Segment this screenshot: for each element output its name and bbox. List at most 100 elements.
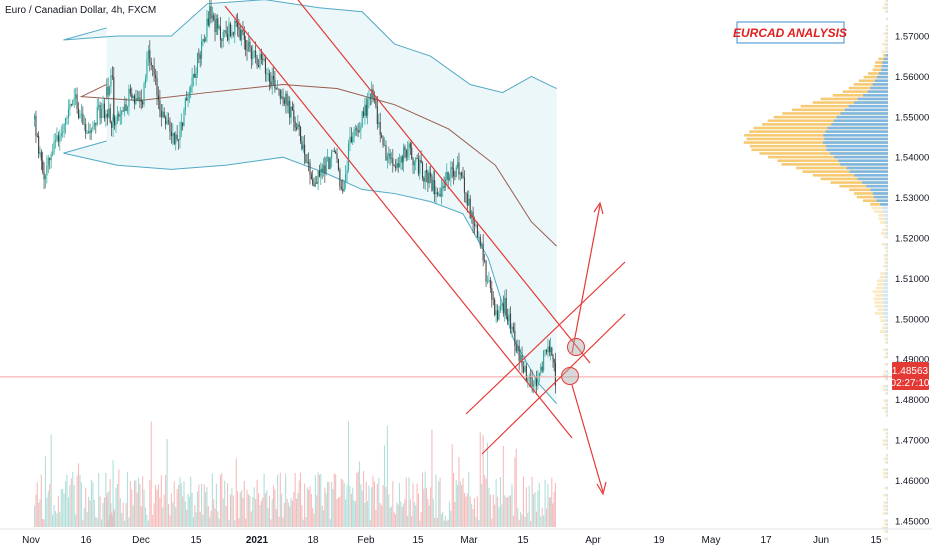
candle-body — [327, 157, 329, 159]
candle-body — [210, 6, 212, 19]
volume-bar — [553, 491, 555, 527]
candle-body — [340, 186, 342, 190]
candle-body — [342, 189, 344, 192]
volume-bar — [155, 484, 157, 527]
volume-bar — [403, 503, 405, 527]
volume-bar — [170, 493, 172, 527]
volume-bar — [162, 507, 164, 527]
profile-bar — [883, 384, 888, 388]
candle-body — [463, 177, 465, 193]
volume-bar — [369, 520, 371, 527]
candle-body — [157, 95, 159, 100]
candle-body — [257, 65, 260, 68]
profile-bar — [882, 326, 888, 330]
volume-bar — [115, 487, 117, 527]
candle-body — [266, 73, 268, 75]
volume-bar — [340, 478, 342, 527]
volume-bar — [190, 476, 192, 527]
volume-bar — [476, 496, 478, 527]
profile-bar — [883, 323, 888, 326]
candle-body — [415, 158, 417, 162]
candle-body — [329, 158, 331, 170]
volume-bar — [507, 497, 509, 527]
profile-bar — [812, 101, 888, 104]
candle-body — [237, 22, 239, 27]
candle-body — [113, 117, 116, 126]
candle-body — [436, 192, 438, 195]
volume-bar — [424, 471, 426, 527]
profile-bar — [886, 224, 888, 228]
volume-bar — [40, 474, 42, 527]
candle-body — [252, 51, 254, 59]
volume-bar — [383, 445, 386, 527]
profile-bar — [848, 86, 888, 90]
candle-body — [347, 143, 350, 170]
candle-body — [300, 126, 302, 142]
highlight-circle — [567, 338, 585, 356]
profile-bar — [886, 523, 888, 526]
volume-bar — [551, 477, 553, 527]
volume-bar — [228, 519, 230, 527]
volume-bar — [491, 518, 493, 527]
candle-body — [142, 101, 144, 105]
candle-body — [43, 171, 45, 180]
profile-bar — [885, 435, 888, 439]
volume-bar — [52, 514, 54, 527]
candle-body — [420, 159, 422, 163]
volume-bar — [205, 492, 207, 527]
volume-bar — [237, 491, 239, 527]
volume-bar — [458, 456, 460, 527]
volume-bar — [118, 469, 120, 527]
profile-bar — [883, 493, 888, 497]
profile-bar — [886, 363, 888, 366]
volume-bar — [176, 489, 178, 527]
candle-body — [65, 118, 67, 125]
volume-bar — [381, 505, 383, 527]
volume-bar — [547, 483, 549, 527]
volume-bar — [131, 489, 133, 527]
volume-bar — [498, 507, 500, 527]
profile-bar — [875, 293, 888, 297]
profile-bar — [884, 537, 888, 541]
volume-bar — [527, 512, 529, 527]
profile-bar — [887, 461, 888, 464]
candle-body — [527, 378, 529, 382]
volume-bar — [105, 472, 107, 527]
candle-body — [518, 345, 520, 361]
volume-bar — [350, 493, 352, 527]
volume-bar — [478, 520, 480, 527]
candle-body — [116, 113, 118, 121]
y-tick-label: 1.48000 — [895, 395, 929, 406]
candle-body — [457, 162, 459, 168]
candle-body — [128, 88, 130, 107]
volume-bar — [361, 490, 363, 527]
volume-bar — [128, 517, 130, 527]
candle-body — [108, 108, 110, 118]
candle-body — [132, 95, 134, 98]
volume-bar — [106, 497, 108, 527]
candle-body — [278, 88, 280, 91]
volume-bar — [392, 481, 394, 527]
candle-body — [156, 78, 158, 96]
volume-bar — [147, 520, 149, 527]
candle-body — [505, 297, 507, 317]
y-tick-label: 1.49000 — [895, 355, 929, 366]
volume-bar — [365, 481, 367, 527]
profile-bar — [872, 290, 888, 293]
profile-bar — [883, 3, 888, 6]
volume-bar — [39, 499, 41, 527]
candle-body — [412, 158, 414, 166]
volume-bar — [139, 483, 141, 527]
volume-bar — [486, 442, 489, 527]
candle-body — [241, 29, 243, 41]
candle-body — [225, 30, 227, 35]
candle-body — [190, 87, 192, 93]
profile-bar — [884, 363, 888, 366]
volume-bar — [309, 486, 311, 527]
candle-body — [407, 150, 409, 158]
profile-bar — [883, 286, 888, 290]
volume-bar — [352, 487, 354, 527]
volume-bar — [455, 480, 457, 527]
candle-body — [234, 20, 236, 35]
